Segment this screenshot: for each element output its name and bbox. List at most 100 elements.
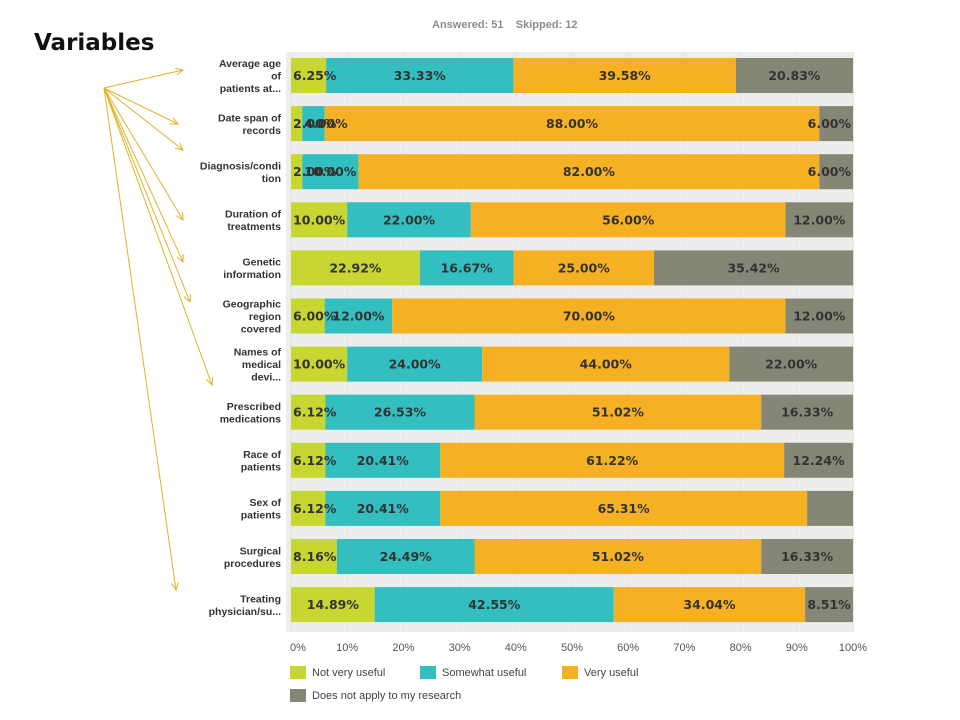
bar-segment [291, 346, 348, 382]
bar-segment [392, 298, 786, 334]
x-tick-label: 0% [290, 642, 306, 654]
data-label: 51.02% [592, 549, 645, 564]
annotation-arrow [103, 87, 184, 151]
category-label: Diagnosis/condi tion [200, 160, 281, 185]
x-tick-label: 70% [673, 642, 695, 654]
bar-segment [302, 106, 325, 142]
arrowhead [205, 376, 214, 387]
bar-segment [735, 58, 853, 93]
legend-swatch [420, 666, 436, 679]
data-label: 39.58% [599, 68, 652, 83]
data-label: 82.00% [563, 164, 616, 179]
data-label: 33.33% [394, 68, 447, 83]
bar-segment [291, 58, 327, 93]
bar-segment [325, 394, 475, 430]
bar-segment [325, 490, 441, 526]
data-label: 20.83% [768, 68, 821, 83]
bar-segment [324, 106, 820, 142]
data-label: 88.00% [546, 116, 599, 131]
data-label: 12.00% [332, 309, 385, 324]
data-label: 56.00% [602, 212, 655, 227]
annotation-arrow [103, 87, 191, 303]
category-label-line: of [271, 71, 281, 83]
bar-segment [440, 490, 808, 526]
bar-segment [784, 442, 853, 478]
bar-segment [653, 250, 854, 286]
category-label: Date span of records [218, 112, 282, 137]
bar-segment [470, 202, 786, 238]
category-label-line: Treating [240, 593, 281, 605]
data-label: 10.00% [293, 357, 346, 372]
data-label: 6.00% [808, 164, 852, 179]
category-label-line: Diagnosis/condi [200, 160, 281, 172]
category-label: Names of medical devi... [234, 347, 282, 384]
category-label-line: medical [242, 359, 281, 371]
arrowhead [169, 117, 180, 125]
category-label-line: tion [262, 173, 281, 185]
annotation-arrow [103, 87, 184, 221]
data-label: 16.33% [781, 405, 834, 420]
data-label: 6.12% [293, 501, 337, 516]
legend-label: Very useful [584, 667, 638, 679]
data-label: 14.89% [307, 597, 360, 612]
legend-label: Somewhat useful [442, 667, 526, 679]
category-label: Prescribed medications [220, 401, 281, 426]
category-label-line: patients [241, 510, 281, 522]
category-label-line: Average age [219, 58, 281, 70]
data-label: 4.00% [304, 116, 348, 131]
category-label-line: physician/su... [209, 606, 281, 618]
legend-label: Not very useful [312, 667, 385, 679]
category-label-line: treatments [227, 221, 281, 233]
data-label: 12.24% [793, 453, 846, 468]
bar-segment [374, 587, 614, 623]
bar-segment [482, 346, 730, 382]
arrowhead [176, 211, 184, 221]
annotation-arrow [103, 87, 213, 386]
annotation-label: Variables [34, 30, 155, 56]
data-label: 6.00% [808, 116, 852, 131]
category-label-line: patients [241, 462, 281, 474]
bar-segment [807, 490, 853, 526]
annotation-arrow [103, 87, 177, 591]
category-label-line: covered [241, 324, 281, 336]
x-tick-label: 60% [617, 642, 639, 654]
data-label: 6.12% [293, 405, 337, 420]
data-label: 20.41% [357, 453, 410, 468]
data-label: 22.00% [383, 212, 436, 227]
legend-swatch [562, 666, 578, 679]
category-label-line: Date span of [218, 112, 282, 124]
category-label-line: procedures [224, 558, 281, 570]
data-label: 51.02% [592, 405, 645, 420]
bar-segment [785, 202, 853, 238]
data-label: 24.00% [389, 357, 442, 372]
arrowhead [171, 582, 179, 592]
bar-segment [291, 154, 303, 190]
data-label: 16.33% [781, 549, 834, 564]
data-label: 10.00% [304, 164, 357, 179]
data-label: 22.00% [765, 357, 818, 372]
arrowhead [175, 142, 184, 151]
x-tick-label: 50% [561, 642, 583, 654]
legend-swatch [290, 689, 306, 702]
category-label-line: information [223, 269, 281, 281]
arrowhead [175, 67, 185, 76]
category-label-line: medications [220, 413, 281, 425]
data-label: 16.67% [441, 260, 494, 275]
x-tick-label: 30% [449, 642, 471, 654]
bar-segment [291, 106, 303, 142]
x-tick-label: 40% [505, 642, 527, 654]
data-label: 2.00% [293, 116, 337, 131]
data-label: 12.00% [793, 309, 846, 324]
data-label: 35.42% [727, 260, 780, 275]
bar-segment [291, 394, 326, 430]
bar-segment [291, 539, 337, 574]
x-tick-label: 100% [839, 642, 867, 654]
bar-segment [324, 298, 393, 334]
bar-segment [474, 539, 762, 574]
bar-segment [291, 442, 326, 478]
category-label-line: Genetic [242, 257, 281, 269]
category-label: Sex of patients [241, 497, 282, 522]
category-label-line: Sex of [249, 497, 281, 509]
annotation-arrow [103, 69, 184, 89]
bar-segment [291, 250, 420, 286]
